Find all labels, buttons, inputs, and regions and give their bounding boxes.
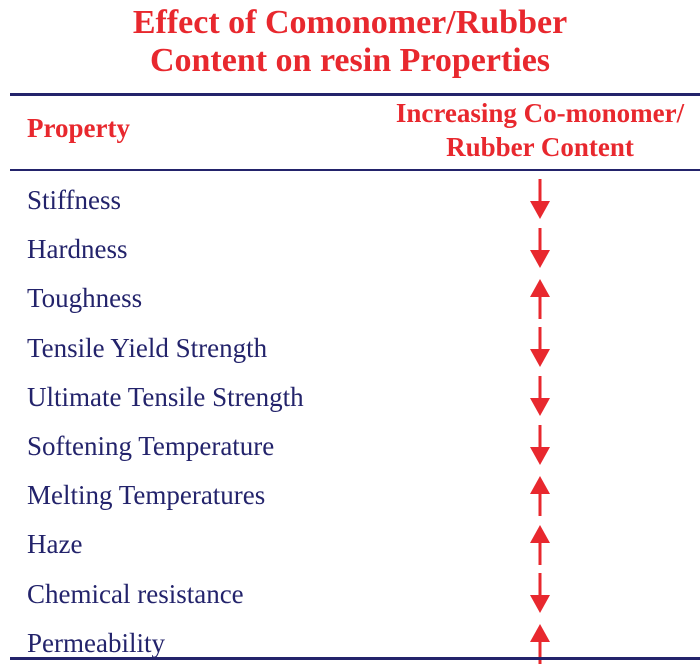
property-label: Stiffness: [27, 185, 122, 215]
header-divider: [10, 169, 700, 171]
bottom-divider: [10, 657, 700, 660]
property-label: Chemical resistance: [27, 579, 244, 609]
title-line-1: Effect of Comonomer/Rubber: [132, 4, 568, 41]
effect-header-line-2: Rubber Content: [446, 132, 634, 162]
property-label: Hardness: [27, 234, 128, 264]
effect-header-line-1: Increasing Co-monomer/: [395, 98, 685, 128]
arrow-up-icon: [530, 525, 550, 565]
arrow-down-icon: [530, 327, 550, 367]
arrow-up-icon: [530, 476, 550, 516]
property-label: Melting Temperatures: [27, 480, 266, 510]
arrow-down-icon: [530, 573, 550, 613]
property-label: Softening Temperature: [27, 431, 275, 461]
arrow-down-icon: [530, 228, 550, 268]
arrow-down-icon: [530, 179, 550, 219]
property-label: Ultimate Tensile Strength: [27, 382, 304, 412]
property-label: Haze: [27, 529, 83, 559]
arrow-down-icon: [530, 376, 550, 416]
property-label: Tensile Yield Strength: [27, 333, 268, 363]
arrow-down-icon: [530, 425, 550, 465]
top-divider: [10, 93, 700, 96]
arrow-up-icon: [530, 624, 550, 664]
title-line-2: Content on resin Properties: [149, 42, 551, 79]
arrow-up-icon: [530, 279, 550, 319]
property-label: Toughness: [27, 283, 143, 313]
effect-column-header: Increasing Co-monomer/ Rubber Content: [300, 96, 700, 164]
property-label: Permeability: [27, 628, 165, 658]
property-column-header: Property: [27, 113, 130, 143]
page-title: Effect of Comonomer/Rubber Content on re…: [0, 0, 700, 80]
